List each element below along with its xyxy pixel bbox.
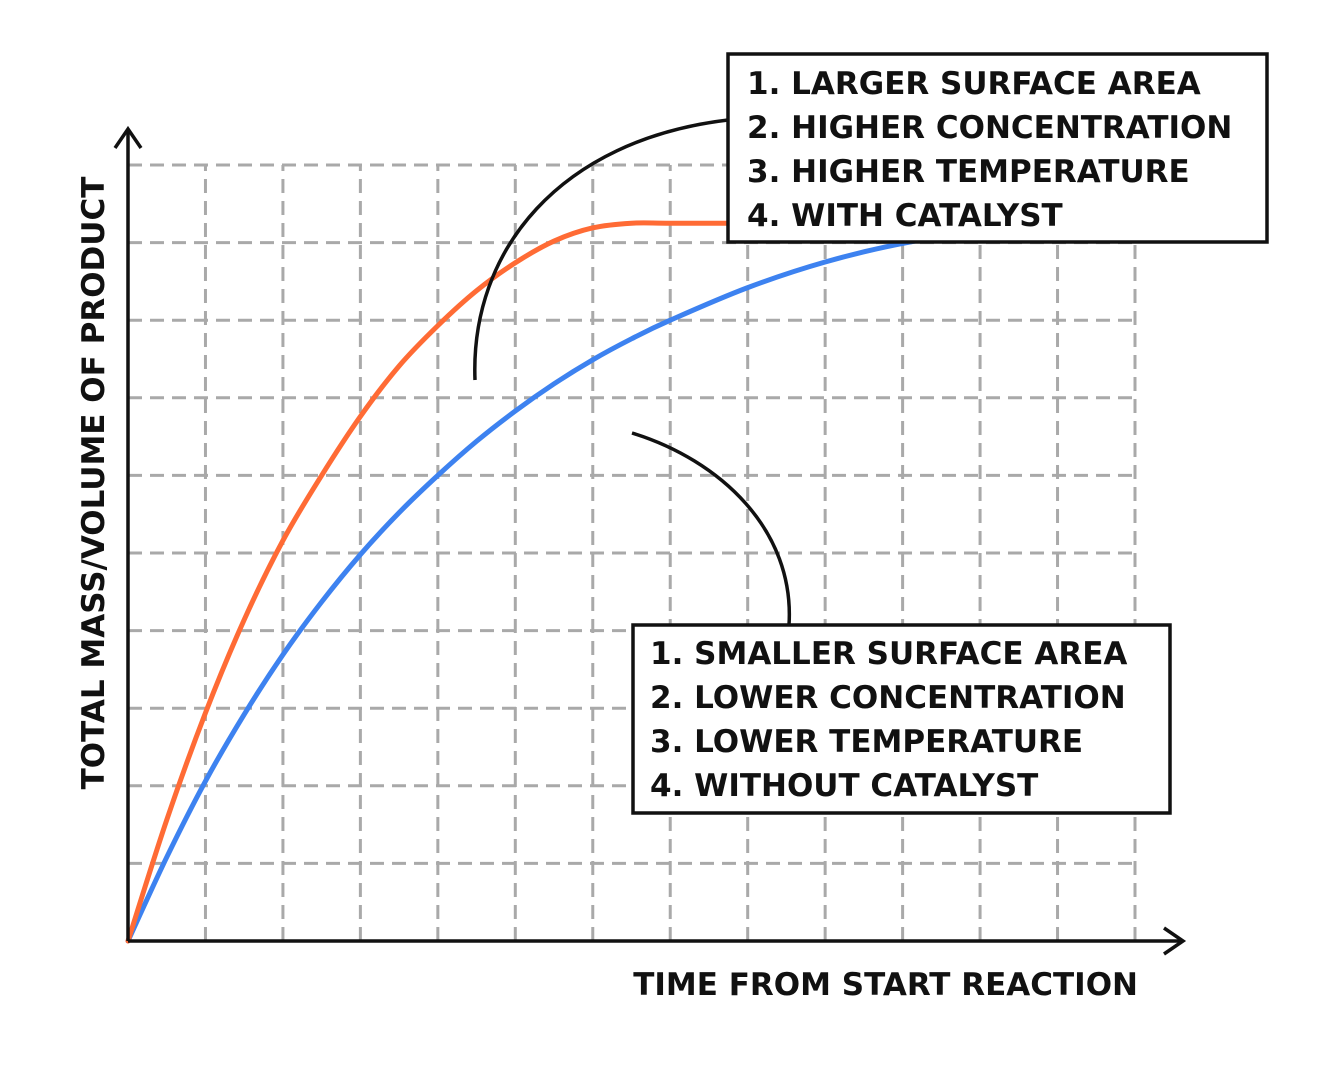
slow-condition-3: 3. LOWER TEMPERATURE bbox=[650, 724, 1083, 760]
fast-condition-2: 2. HIGHER CONCENTRATION bbox=[747, 110, 1232, 146]
fast-condition-4: 4. WITH CATALYST bbox=[747, 198, 1063, 234]
fast-curve-leader bbox=[473, 118, 729, 381]
axes bbox=[113, 125, 1187, 956]
slow-condition-4: 4. WITHOUT CATALYST bbox=[650, 768, 1038, 804]
slow-condition-1: 1. SMALLER SURFACE AREA bbox=[650, 636, 1127, 672]
fast-condition-3: 3. HIGHER TEMPERATURE bbox=[747, 154, 1190, 190]
fast-reaction-conditions-box: 1. LARGER SURFACE AREA 2. HIGHER CONCENT… bbox=[726, 52, 1269, 244]
y-axis-arrow bbox=[113, 125, 143, 149]
x-axis-title: TIME FROM START REACTION bbox=[633, 967, 1138, 1003]
x-axis-arrow bbox=[1163, 926, 1187, 956]
fast-box-border bbox=[726, 52, 1269, 244]
y-axis-title: TOTAL MASS/VOLUME OF PRODUCT bbox=[76, 177, 112, 790]
curves bbox=[125, 220, 1138, 944]
fast-reaction-curve bbox=[125, 220, 1138, 944]
slow-box-border bbox=[631, 623, 1172, 815]
slow-reaction-conditions-box: 1. SMALLER SURFACE AREA 2. LOWER CONCENT… bbox=[631, 623, 1172, 815]
slow-reaction-curve bbox=[125, 220, 1138, 944]
slow-condition-2: 2. LOWER CONCENTRATION bbox=[650, 680, 1126, 716]
slow-curve-leader bbox=[631, 431, 792, 626]
annotation-leaders bbox=[473, 118, 792, 626]
fast-condition-1: 1. LARGER SURFACE AREA bbox=[747, 66, 1201, 102]
